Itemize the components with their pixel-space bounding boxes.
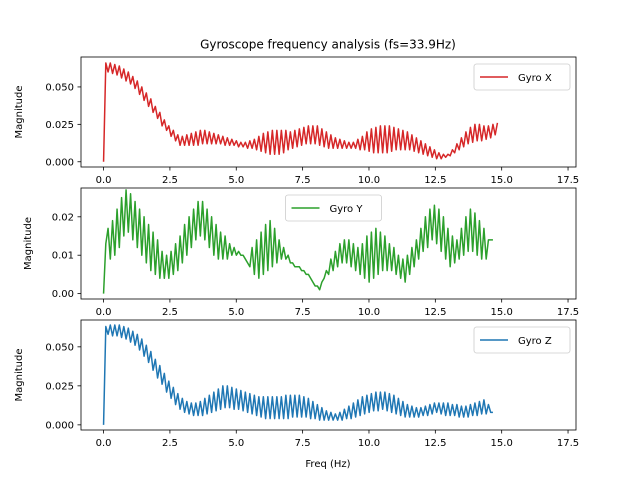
x-tick-label: 12.5 <box>424 307 446 318</box>
legend-label: Gyro Y <box>330 204 364 215</box>
x-tick-label: 2.5 <box>162 438 178 449</box>
axes-frame <box>80 187 577 300</box>
series-line-gyro-z <box>102 324 493 425</box>
y-tick-label: 0.050 <box>45 82 74 93</box>
x-tick-label: 5.0 <box>228 175 244 186</box>
subplot-3: 0.0 2.5 5.0 7.5 10.0 12.5 15.0 17.5 0.000 0.025 0.… <box>14 319 579 449</box>
x-tick-label: 15.0 <box>491 175 513 186</box>
subplot-2: 0.0 2.5 5.0 7.5 10.0 12.5 15.0 17.5 0.00 0.01 0.02… <box>23 187 579 318</box>
x-tick-label: 0.0 <box>96 307 112 318</box>
axes-frame <box>80 56 577 168</box>
x-tick-label: 7.5 <box>295 438 311 449</box>
x-tick-label: 5.0 <box>228 438 244 449</box>
x-tick-label: 0.0 <box>96 175 112 186</box>
x-tick-label: 7.5 <box>295 307 311 318</box>
legend: Gyro Z <box>473 326 571 354</box>
x-tick-label: 17.5 <box>557 307 579 318</box>
x-axis-label: Freq (Hz) <box>305 459 350 470</box>
y-tick-label: 0.025 <box>45 381 74 392</box>
legend-frame <box>473 63 571 91</box>
legend-label: Gyro X <box>518 73 552 84</box>
x-tick-label: 2.5 <box>162 175 178 186</box>
x-tick-label: 12.5 <box>424 175 446 186</box>
y-tick-label: 0.025 <box>45 120 74 131</box>
x-tick-label: 15.0 <box>491 438 513 449</box>
legend-frame <box>285 194 382 222</box>
y-axis-label: Magnitude <box>23 217 34 270</box>
y-tick-label: 0.00 <box>52 289 74 300</box>
y-tick-label: 0.000 <box>45 420 74 431</box>
x-tick-label: 17.5 <box>557 438 579 449</box>
axes-frame <box>80 319 577 431</box>
series-line-gyro-x <box>102 62 499 162</box>
x-tick-label: 12.5 <box>424 438 446 449</box>
y-tick-label: 0.01 <box>52 251 74 262</box>
y-tick-label: 0.050 <box>45 342 74 353</box>
legend-label: Gyro Z <box>518 336 552 347</box>
y-axis-label: Magnitude <box>14 86 25 139</box>
x-tick-label: 15.0 <box>491 307 513 318</box>
x-tick-label: 10.0 <box>358 307 380 318</box>
x-tick-label: 0.0 <box>96 438 112 449</box>
y-tick-label: 0.000 <box>45 157 74 168</box>
chart-title: Gyroscope frequency analysis (fs=33.9Hz) <box>200 38 456 52</box>
legend-frame <box>473 326 571 354</box>
y-axis-label: Magnitude <box>14 349 25 402</box>
series-line-gyro-y <box>102 189 493 294</box>
legend: Gyro X <box>473 63 571 91</box>
x-tick-label: 2.5 <box>162 307 178 318</box>
x-tick-label: 10.0 <box>358 175 380 186</box>
x-tick-label: 5.0 <box>228 307 244 318</box>
y-tick-label: 0.02 <box>52 212 74 223</box>
x-tick-label: 7.5 <box>295 175 311 186</box>
legend: Gyro Y <box>285 194 382 222</box>
x-tick-label: 10.0 <box>358 438 380 449</box>
x-tick-label: 17.5 <box>557 175 579 186</box>
subplot-1: 0.0 2.5 5.0 7.5 10.0 12.5 15.0 17.5 0.000 0.025 0.… <box>14 56 579 186</box>
